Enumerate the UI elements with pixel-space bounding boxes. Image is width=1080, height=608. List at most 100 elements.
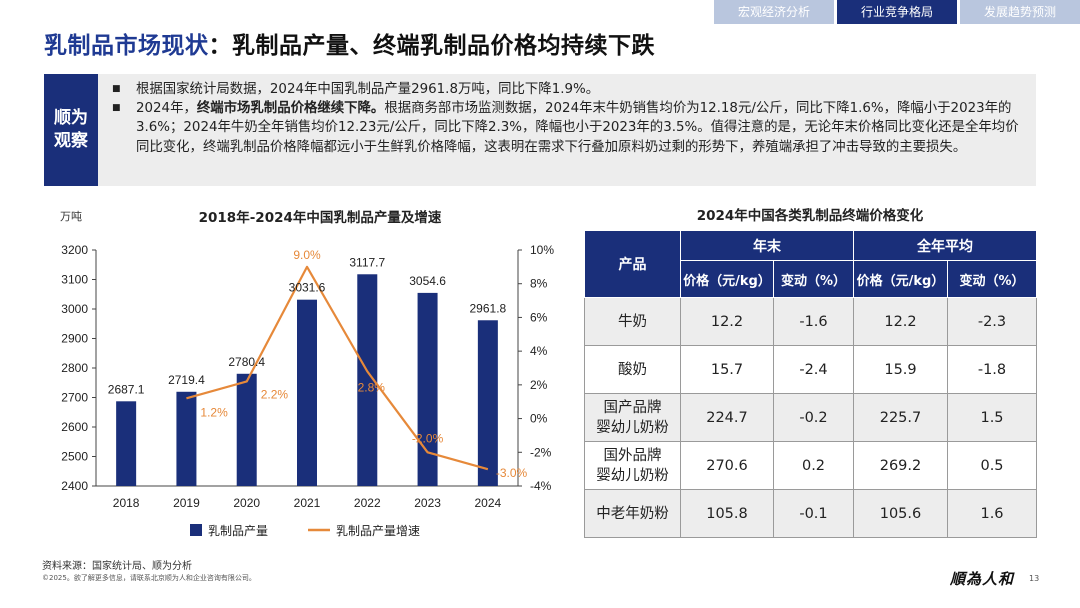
x-tick-label: 2023 [414,496,441,510]
x-tick-label: 2021 [294,496,321,510]
observation-text: 根据国家统计局数据，2024年中国乳制品产量2961.8万吨，同比下降1.9%。… [108,80,1028,157]
production-data-label: 2780.4 [228,355,265,369]
growth-data-label: 2.8% [358,380,386,394]
production-bar [477,320,498,486]
y-left-tick-label: 2800 [61,361,88,375]
y-left-tick-label: 2600 [61,420,88,434]
table-head-yearend-change: 变动（%） [773,260,854,298]
annual-change: 1.5 [947,393,1037,442]
table-row: 酸奶 15.7 -2.4 15.9 -1.8 [584,345,1037,394]
yearend-change: 0.2 [773,441,854,490]
production-data-label: 3117.7 [349,255,385,269]
table-head-product: 产品 [584,230,681,298]
bullet2-rest: 根据商务部市场监测数据，2024年末牛奶销售均价为12.18元/公斤，同比下降1… [136,101,1019,155]
production-data-label: 2719.4 [168,373,205,387]
product-name: 酸奶 [584,345,681,394]
legend-bar-label: 乳制品产量 [208,524,268,538]
y-left-tick-label: 2900 [61,332,88,346]
product-name-line1: 国产品牌 [603,399,662,416]
annual-price: 225.7 [853,393,948,442]
y-left-tick-label: 2400 [61,479,88,493]
bullet2-prefix: 2024年， [136,101,197,117]
page-title-accent: 乳制品市场现状 [44,33,209,59]
y-right-tick-label: 10% [530,243,554,257]
annual-change: -2.3 [947,297,1037,346]
production-data-label: 3031.6 [289,281,326,295]
source-note: 资料来源：国家统计局、顺为分析 [42,561,192,572]
observation-bullet-2: 2024年，终端市场乳制品价格继续下降。根据商务部市场监测数据，2024年末牛奶… [108,99,1028,157]
annual-change: -1.8 [947,345,1037,394]
y-left-tick-label: 2700 [61,391,88,405]
price-table: 产品 年末 全年平均 价格（元/kg） 变动（%） 价格（元/kg） 变动（%）… [584,230,1037,538]
y-right-tick-label: 0% [530,412,548,426]
legend-bar-swatch [190,524,202,536]
x-tick-label: 2018 [113,496,140,510]
y-right-tick-label: -4% [530,479,552,493]
annual-change: 1.6 [947,489,1037,538]
production-bar [236,373,257,486]
production-data-label: 2961.8 [470,301,507,315]
y-left-tick-label: 2500 [61,450,88,464]
table-row: 中老年奶粉 105.8 -0.1 105.6 1.6 [584,489,1037,538]
brand-logo: 順為人和 [950,570,1015,588]
yearend-price: 15.7 [680,345,774,394]
yearend-change: -0.2 [773,393,854,442]
product-name-line1: 国外品牌 [603,447,662,464]
production-bar [116,401,137,486]
bullet2-bold: 终端市场乳制品价格继续下降。 [196,101,385,117]
growth-data-label: -3.0% [496,466,528,480]
table-head-annual: 全年平均 [853,230,1037,261]
tab-industry-competition[interactable]: 行业竞争格局 [837,0,957,24]
copyright-note: ©2025。欲了解更多信息，请联系北京顺为人和企业咨询有限公司。 [42,574,256,582]
product-name-line2: 婴幼儿奶粉 [596,419,669,436]
product-name: 中老年奶粉 [584,489,681,538]
chart-title: 2018年-2024年中国乳制品产量及增速 [198,210,442,226]
y-left-tick-label: 3200 [61,243,88,257]
top-nav: 宏观经济分析 行业竞争格局 发展趋势预测 [711,0,1080,24]
tab-macro-economy[interactable]: 宏观经济分析 [714,0,834,24]
legend-line-label: 乳制品产量增速 [336,524,420,538]
growth-line [186,265,489,471]
table-row: 牛奶 12.2 -1.6 12.2 -2.3 [584,297,1037,346]
yearend-price: 12.2 [680,297,774,346]
annual-price: 105.6 [853,489,948,538]
page-title-rest: ：乳制品产量、终端乳制品价格均持续下跌 [208,33,655,59]
product-name-line2: 婴幼儿奶粉 [596,467,669,484]
yearend-change: -0.1 [773,489,854,538]
observation-label: 顺为 观察 [44,74,98,186]
observation-label-line2: 观察 [54,131,88,151]
yearend-change: -2.4 [773,345,854,394]
yearend-price: 105.8 [680,489,774,538]
table-row: 国产品牌婴幼儿奶粉 224.7 -0.2 225.7 1.5 [584,393,1037,442]
y-right-tick-label: 4% [530,344,548,358]
x-tick-label: 2019 [173,496,200,510]
x-tick-label: 2022 [354,496,381,510]
y-right-tick-label: -2% [530,445,552,459]
table-title: 2024年中国各类乳制品终端价格变化 [696,208,924,224]
y-left-tick-label: 3000 [61,302,88,316]
annual-price: 15.9 [853,345,948,394]
growth-data-label: 1.2% [200,405,228,419]
production-data-label: 3054.6 [409,274,446,288]
growth-data-label: 9.0% [293,248,321,262]
y-right-tick-label: 2% [530,378,548,392]
product-name: 国产品牌 婴幼儿奶粉 [584,393,681,442]
yearend-price: 270.6 [680,441,774,490]
yearend-price: 224.7 [680,393,774,442]
page-title: 乳制品市场现状：乳制品产量、终端乳制品价格均持续下跌 [44,26,655,60]
growth-data-label: 2.2% [261,387,289,401]
page-number: 13 [1029,574,1040,583]
product-name: 国外品牌 婴幼儿奶粉 [584,441,681,490]
tab-trend-forecast[interactable]: 发展趋势预测 [960,0,1080,24]
annual-price: 269.2 [853,441,948,490]
y-right-tick-label: 6% [530,310,548,324]
observation-label-line1: 顺为 [54,108,88,128]
production-data-label: 2687.1 [108,382,145,396]
table-row: 国外品牌 婴幼儿奶粉 270.6 0.2 269.2 0.5 [584,441,1037,490]
production-bar [297,299,317,486]
y-left-tick-label: 3100 [61,273,88,287]
table-head-annual-price: 价格（元/kg） [853,260,948,298]
table-head-yearend: 年末 [680,230,854,261]
production-bar [176,391,197,486]
